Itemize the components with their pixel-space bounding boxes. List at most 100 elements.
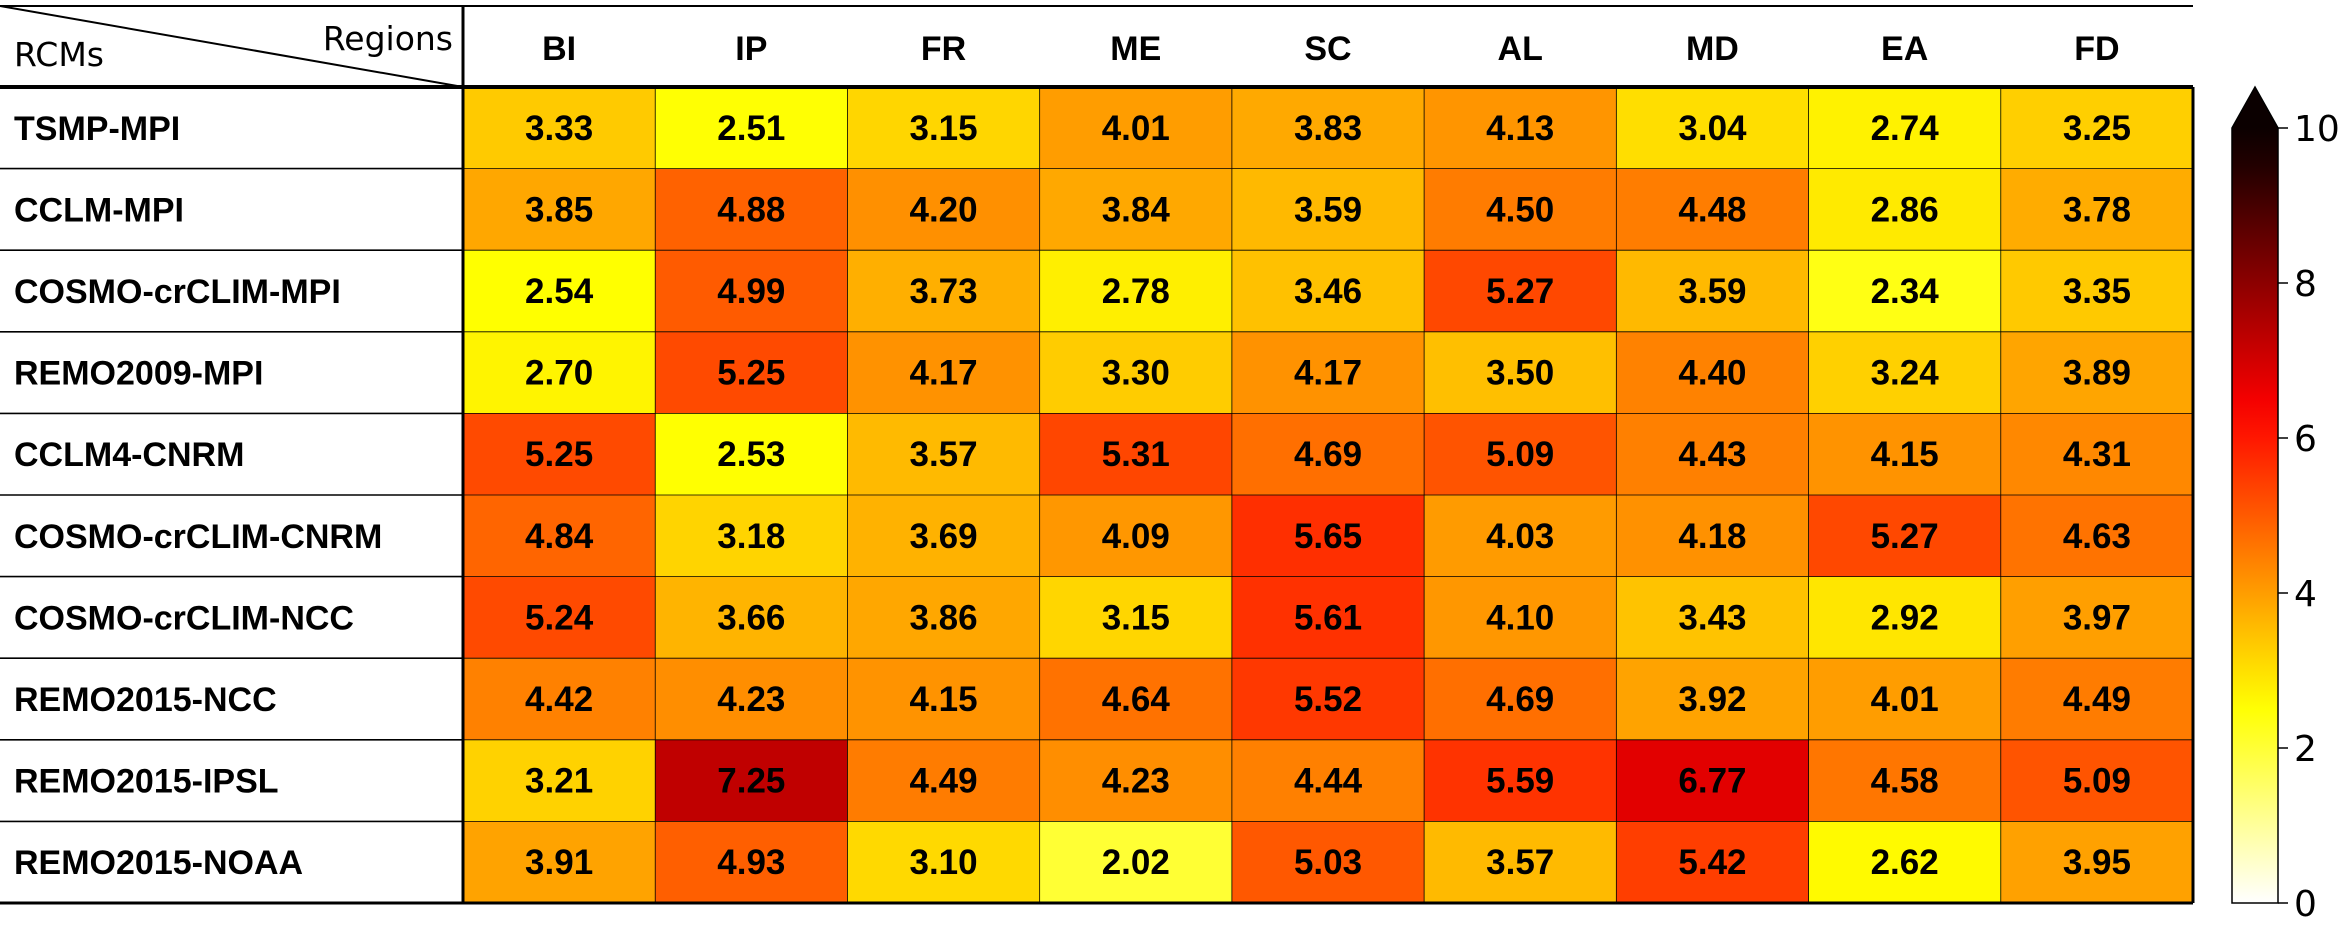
heatmap-cell [1231,576,1425,659]
heatmap-cell [2000,413,2193,495]
cell-value-label: 2.51 [717,109,785,148]
heatmap-cell [1616,739,1809,822]
colorbar-tick-label: 4 [2294,574,2317,615]
colorbar-extend-arrow [2232,87,2278,128]
colorbar-tick-label: 2 [2294,729,2317,770]
cell-value-label: 3.95 [2063,843,2131,882]
cell-value-label: 3.21 [525,762,593,801]
cell-value-label: 3.15 [1102,598,1170,637]
heatmap-cell [1808,413,2001,495]
heatmap-cell [2000,821,2193,903]
cell-value-label: 4.69 [1294,435,1362,474]
cell-value-label: 4.84 [525,517,594,556]
cell-value-label: 3.57 [909,435,977,474]
heatmap-cell [463,495,656,577]
heatmap-cell [1616,576,1809,659]
cell-value-label: 4.44 [1294,762,1363,801]
cell-value-label: 4.58 [1871,762,1939,801]
heatmap-cell [655,739,848,822]
cell-value-label: 3.04 [1678,109,1747,148]
cell-value-label: 4.48 [1678,190,1746,229]
cell-value-label: 3.15 [909,109,977,148]
cell-value-label: 4.13 [1486,109,1554,148]
cell-value-label: 4.20 [909,190,977,229]
heatmap-cell [1039,413,1232,495]
cell-value-label: 5.42 [1678,843,1746,882]
heatmap-cell [1424,87,1617,169]
colorbar-tick-label: 10 [2294,109,2340,150]
heatmap-cell [2000,739,2193,822]
cell-value-label: 3.69 [909,517,977,556]
cell-value-label: 6.77 [1678,762,1746,801]
cell-value-label: 3.78 [2063,190,2131,229]
colorbar-tick-label: 6 [2294,419,2317,460]
heatmap-cell [1231,250,1425,332]
heatmap-cell [1231,495,1425,577]
heatmap-cell [1424,331,1617,414]
cell-value-label: 3.18 [717,517,785,556]
column-header-me: ME [1110,30,1161,68]
heatmap-cell [1039,250,1232,332]
heatmap-cell [463,576,656,659]
heatmap-cell [1424,821,1617,903]
heatmap-cell [1424,495,1617,577]
heatmap-cell [1039,331,1232,414]
column-header-sc: SC [1304,30,1351,68]
row-label: REMO2015-NOAA [14,844,303,882]
heatmap-cell [1808,821,2001,903]
heatmap-cell [1039,87,1232,169]
column-header-fr: FR [921,30,966,68]
cell-value-label: 4.93 [717,843,785,882]
heatmap-cell [847,658,1040,740]
cell-value-label: 5.09 [2063,762,2131,801]
heatmap-cell [655,168,848,251]
heatmap-cell [847,168,1040,251]
cell-value-label: 4.31 [2063,435,2131,474]
cell-value-label: 4.17 [1294,354,1362,393]
column-header-md: MD [1686,30,1739,68]
cell-value-label: 4.18 [1678,517,1746,556]
heatmap-cell [1616,250,1809,332]
heatmap-cell [655,250,848,332]
cell-value-label: 4.01 [1102,109,1170,148]
heatmap-cell [2000,331,2193,414]
cell-value-label: 2.86 [1871,190,1939,229]
cell-value-label: 3.86 [909,598,977,637]
heatmap-cell [1808,495,2001,577]
cell-value-label: 5.59 [1486,762,1554,801]
heatmap-cell [1231,658,1425,740]
cell-value-label: 4.42 [525,680,593,719]
cell-value-label: 3.50 [1486,354,1554,393]
cell-value-label: 3.25 [2063,109,2131,148]
cell-value-label: 4.49 [909,762,977,801]
heatmap-cell [847,821,1040,903]
cell-value-label: 3.30 [1102,354,1170,393]
cell-value-label: 4.23 [717,680,785,719]
heatmap-cell [1231,331,1425,414]
cell-value-label: 4.23 [1102,762,1170,801]
cell-value-label: 5.25 [717,354,785,393]
cell-value-label: 4.99 [717,272,785,311]
heatmap-cell [1039,576,1232,659]
cell-value-label: 2.78 [1102,272,1170,311]
cell-value-label: 3.35 [2063,272,2131,311]
cell-value-label: 2.74 [1871,109,1940,148]
cell-value-label: 4.49 [2063,680,2131,719]
heatmap-cell [847,250,1040,332]
cell-value-label: 3.83 [1294,109,1362,148]
row-label: COSMO-crCLIM-MPI [14,273,341,311]
column-header-al: AL [1498,30,1543,68]
heatmap-cell [847,331,1040,414]
cell-value-label: 5.27 [1486,272,1554,311]
heatmap-grid [0,5,2195,905]
heatmap-cell [1231,739,1425,822]
cell-value-label: 4.01 [1871,680,1939,719]
heatmap-cell [1616,495,1809,577]
colorbar: 0 2 4 6 8 10 [2231,85,2340,925]
corner-header: RCMs Regions [0,5,464,88]
heatmap-cell [1808,250,2001,332]
cell-value-label: 3.59 [1294,190,1362,229]
heatmap-cell [2000,495,2193,577]
corner-col-label: Regions [323,19,453,58]
heatmap-cell [463,250,656,332]
